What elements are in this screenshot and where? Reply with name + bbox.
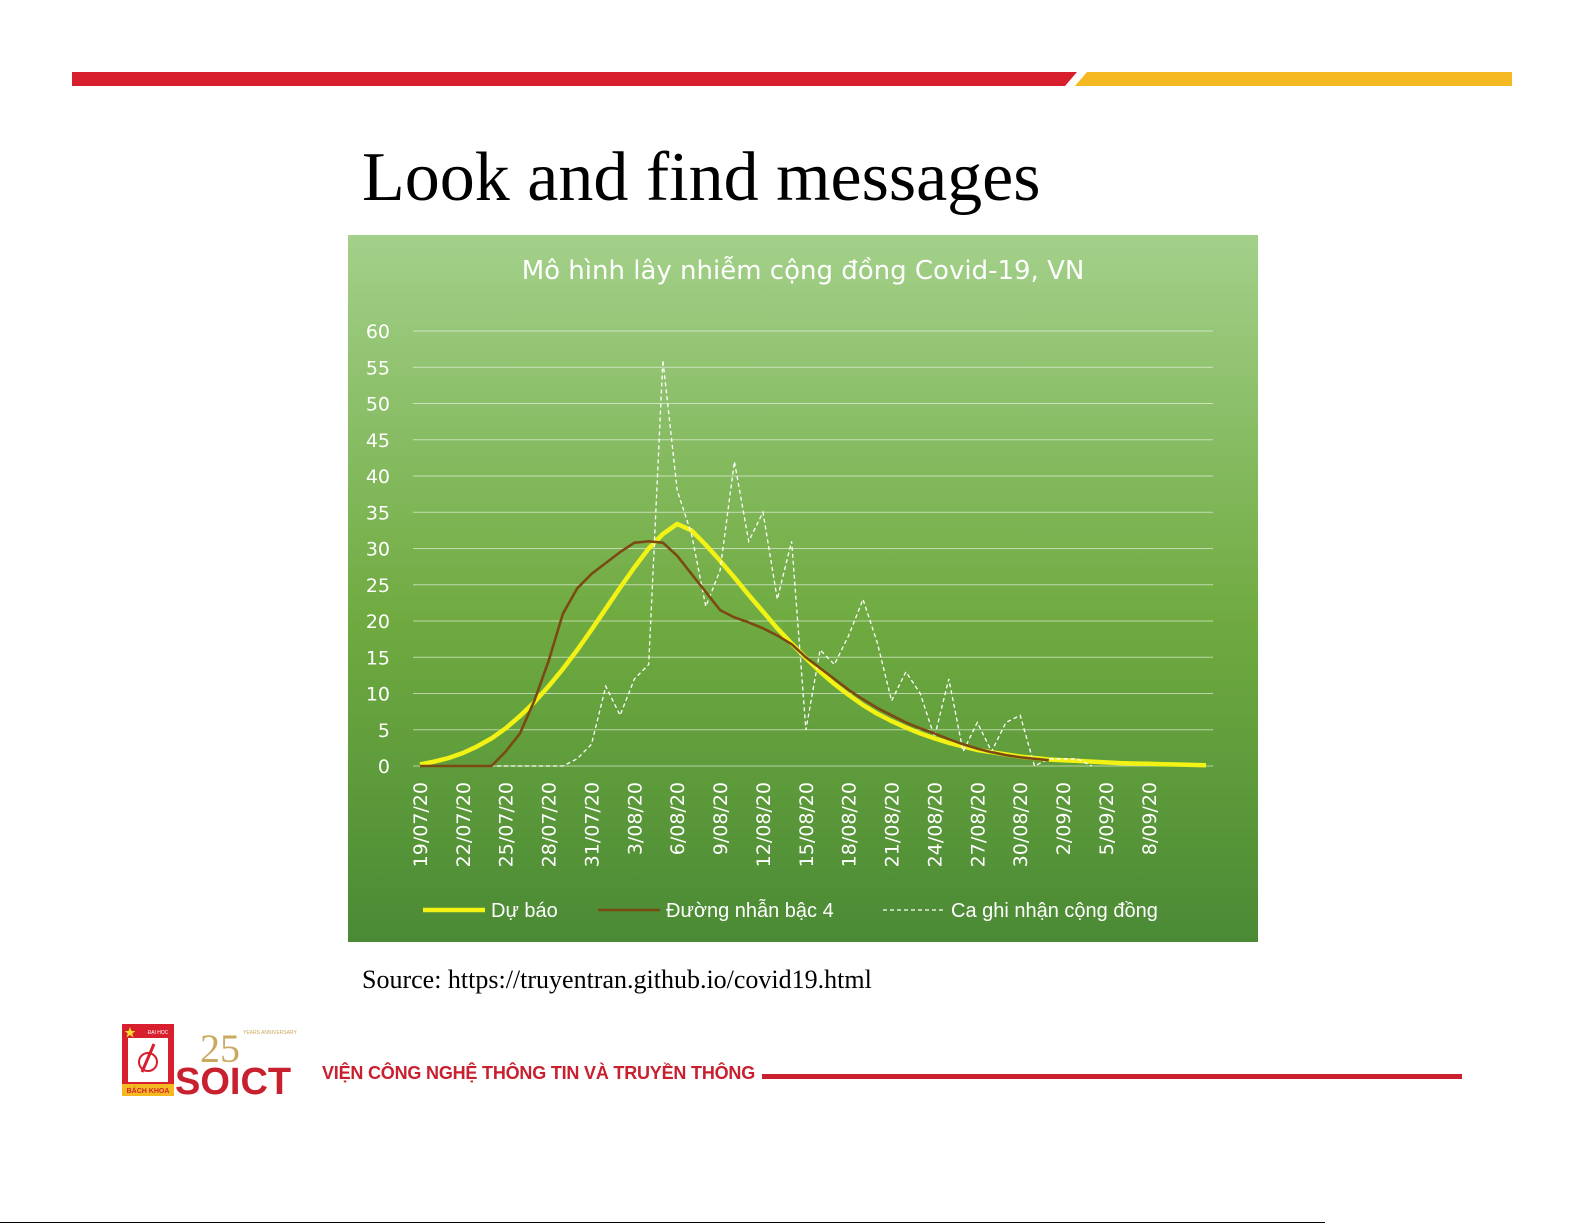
series-line-1	[420, 539, 1049, 768]
chart-background	[348, 235, 1258, 942]
x-tick-label: 19/07/20	[410, 782, 432, 867]
x-tick-label: 31/07/20	[581, 782, 603, 867]
x-tick-label: 3/08/20	[624, 782, 646, 855]
source-citation: Source: https://truyentran.github.io/cov…	[362, 965, 872, 994]
y-tick-label: 5	[378, 720, 390, 742]
anniversary-number: 25	[200, 1026, 240, 1071]
star-icon	[124, 1027, 136, 1038]
x-tick-label: 5/09/20	[1096, 782, 1118, 855]
x-tick-label: 18/08/20	[839, 782, 861, 867]
footer-rule	[762, 1074, 1462, 1079]
x-tick-label: 24/08/20	[924, 782, 946, 867]
y-axis-ticks: 0 5 10 15 20 25 30 35 40 45 50 55 60	[366, 321, 390, 778]
chart-legend: Dự báo Đường nhẫn bậc 4 Ca ghi nhận cộng đ…	[423, 899, 1158, 922]
school-seal-bottom: BÁCH KHOA	[127, 1086, 170, 1095]
x-tick-label: 12/08/20	[753, 782, 775, 867]
x-tick-label: 28/07/20	[539, 782, 561, 867]
chart-title: Mô hình lây nhiễm cộng đồng Covid-19, VN	[522, 255, 1085, 286]
x-tick-label: 9/08/20	[710, 782, 732, 855]
slide-title: Look and find messages	[362, 139, 1041, 216]
y-tick-label: 25	[366, 575, 390, 597]
y-tick-label: 10	[366, 684, 390, 706]
x-tick-label: 8/09/20	[1139, 782, 1161, 855]
y-tick-label: 60	[366, 321, 390, 343]
y-tick-label: 40	[366, 466, 390, 488]
series-line-2	[420, 359, 1092, 767]
header-red-stripe	[72, 72, 1077, 86]
x-tick-label: 15/08/20	[796, 782, 818, 867]
x-tick-label: 6/08/20	[667, 782, 689, 855]
y-tick-label: 30	[366, 539, 390, 561]
legend-label: Ca ghi nhận cộng đồng	[951, 900, 1158, 922]
school-logo: ĐẠI HỌC BÁCH KHOA	[122, 1024, 174, 1096]
page-bottom-rule	[0, 1222, 1325, 1223]
legend-label: Đường nhẫn bậc 4	[666, 899, 834, 922]
anniversary-ring: YEARS ANNIVERSARY	[243, 1030, 297, 1036]
chart-panel: Mô hình lây nhiễm cộng đồng Covid-19, VN…	[348, 235, 1258, 942]
y-tick-label: 15	[366, 647, 390, 669]
soict-wordmark: SOICT	[175, 1061, 291, 1098]
x-tick-label: 21/08/20	[882, 782, 904, 867]
header-accent-bar	[72, 72, 1512, 86]
x-tick-label: 2/09/20	[1053, 782, 1075, 855]
institute-name: VIỆN CÔNG NGHỆ THÔNG TIN VÀ TRUYỀN THÔNG	[322, 1063, 756, 1083]
y-tick-label: 20	[366, 611, 390, 633]
x-tick-label: 27/08/20	[967, 782, 989, 867]
legend-label: Dự báo	[491, 900, 558, 922]
y-tick-label: 45	[366, 430, 390, 452]
y-tick-label: 0	[378, 756, 390, 778]
footer: ĐẠI HỌC BÁCH KHOA 25 YEARS ANNIVERSARY S…	[120, 1024, 1470, 1110]
series-line-0	[419, 521, 1207, 768]
x-tick-label: 30/08/20	[1010, 782, 1032, 867]
soict-logo: 25 YEARS ANNIVERSARY SOICT	[175, 1026, 297, 1098]
y-tick-label: 55	[366, 357, 390, 379]
x-axis-ticks: 19/07/20 22/07/20 25/07/20 28/07/20 31/07/20…	[410, 782, 1161, 867]
school-seal-top: ĐẠI HỌC	[148, 1030, 169, 1036]
series-lines	[419, 359, 1207, 768]
header-yellow-stripe	[1075, 72, 1512, 86]
covid-chart: Mô hình lây nhiễm cộng đồng Covid-19, VN…	[348, 235, 1258, 942]
x-tick-label: 25/07/20	[496, 782, 518, 867]
y-tick-label: 50	[366, 394, 390, 416]
y-tick-label: 35	[366, 502, 390, 524]
x-tick-label: 22/07/20	[453, 782, 475, 867]
